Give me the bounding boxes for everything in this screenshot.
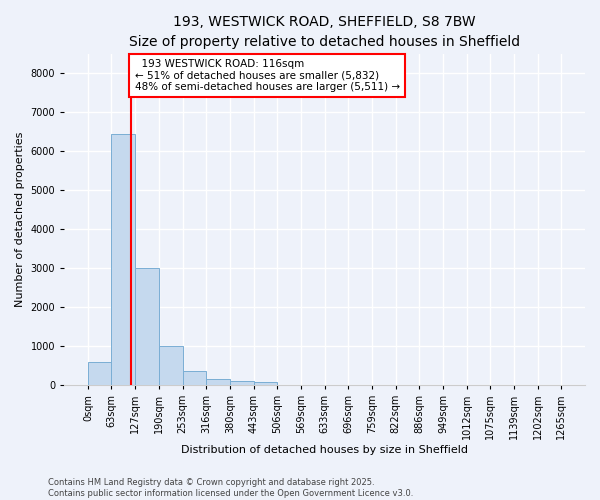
Bar <box>112 134 136 385</box>
X-axis label: Distribution of detached houses by size in Sheffield: Distribution of detached houses by size … <box>181 445 468 455</box>
Bar <box>182 370 206 385</box>
Text: 193 WESTWICK ROAD: 116sqm
← 51% of detached houses are smaller (5,832)
48% of se: 193 WESTWICK ROAD: 116sqm ← 51% of detac… <box>134 59 400 92</box>
Title: 193, WESTWICK ROAD, SHEFFIELD, S8 7BW
Size of property relative to detached hous: 193, WESTWICK ROAD, SHEFFIELD, S8 7BW Si… <box>129 15 520 48</box>
Bar <box>136 268 159 385</box>
Bar <box>159 346 182 385</box>
Y-axis label: Number of detached properties: Number of detached properties <box>15 132 25 307</box>
Bar <box>254 382 277 385</box>
Bar <box>230 381 254 385</box>
Bar <box>206 379 230 385</box>
Bar <box>88 362 112 385</box>
Text: Contains HM Land Registry data © Crown copyright and database right 2025.
Contai: Contains HM Land Registry data © Crown c… <box>48 478 413 498</box>
